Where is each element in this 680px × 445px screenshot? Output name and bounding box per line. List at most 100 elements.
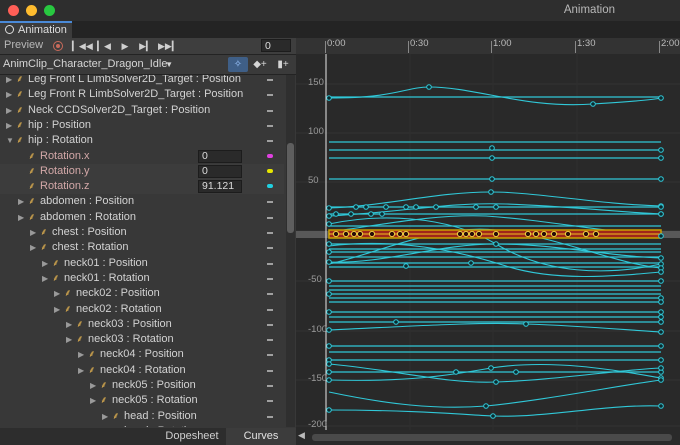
- chevron-right-icon[interactable]: ▶: [6, 75, 13, 84]
- record-icon[interactable]: [53, 41, 63, 51]
- options-icon[interactable]: [267, 323, 273, 326]
- chevron-right-icon[interactable]: ▶: [90, 396, 97, 406]
- property-row[interactable]: ▶ ⸙ abdomen : Rotation: [0, 210, 284, 225]
- property-row[interactable]: ▶ ⸙ Leg Front R LimbSolver2D_Target : Posi…: [0, 87, 284, 102]
- options-icon[interactable]: [267, 354, 273, 357]
- property-row[interactable]: ▶ ⸙ neck03 : Position: [0, 317, 284, 332]
- options-icon[interactable]: [267, 308, 273, 311]
- chevron-down-icon[interactable]: ▼: [6, 136, 14, 146]
- property-row[interactable]: ▶ ⸙ neck03 : Rotation: [0, 332, 284, 347]
- property-row[interactable]: ▶ ⸙ neck05 : Position: [0, 378, 284, 393]
- close-window-button[interactable]: [8, 5, 19, 16]
- property-row[interactable]: ▶ ⸙ Neck CCDSolver2D_Target : Position: [0, 103, 284, 118]
- chevron-right-icon[interactable]: ▶: [78, 350, 85, 360]
- tab-curves[interactable]: Curves: [226, 428, 296, 445]
- timeline-tick-mark: [325, 41, 326, 53]
- chevron-right-icon[interactable]: ▶: [66, 335, 73, 345]
- chevron-right-icon[interactable]: ▶: [30, 228, 37, 237]
- value-field[interactable]: 0: [198, 149, 242, 163]
- property-row[interactable]: ▶ ⸙ head : Rotation: [0, 424, 284, 427]
- first-key-icon[interactable]: ▎◀◀: [72, 41, 93, 51]
- curve-channel-row[interactable]: ⸙ Rotation.y 0: [0, 163, 284, 179]
- preview-button[interactable]: Preview: [4, 39, 44, 51]
- options-icon[interactable]: [267, 216, 273, 219]
- play-icon[interactable]: ▶: [121, 41, 129, 51]
- value-field[interactable]: 91.121: [198, 180, 242, 194]
- timeline-tick: 1:00: [493, 38, 512, 49]
- options-icon[interactable]: [267, 385, 273, 387]
- curve-channel-row[interactable]: ⸙ Rotation.x 0: [0, 149, 284, 164]
- property-row[interactable]: ▶ ⸙ neck02 : Rotation: [0, 302, 284, 317]
- tab-dopesheet[interactable]: Dopesheet: [153, 428, 231, 445]
- insert-event-icon[interactable]: ▮+: [277, 59, 289, 70]
- property-row[interactable]: ▶ ⸙ chest : Rotation: [0, 240, 284, 255]
- options-icon[interactable]: [267, 400, 273, 403]
- chevron-right-icon[interactable]: ▶: [30, 243, 37, 253]
- options-icon[interactable]: [267, 293, 273, 296]
- horizontal-scrollbar[interactable]: ◀: [296, 430, 680, 445]
- options-icon[interactable]: [267, 369, 273, 372]
- minimize-window-button[interactable]: [26, 5, 37, 16]
- property-row[interactable]: ▶ ⸙ Leg Front L LimbSolver2D_Target : Posi…: [0, 75, 284, 87]
- chevron-right-icon[interactable]: ▶: [6, 90, 13, 100]
- options-icon[interactable]: [267, 339, 273, 342]
- property-row[interactable]: ▶ ⸙ neck02 : Position: [0, 286, 284, 301]
- options-icon[interactable]: [267, 124, 273, 127]
- tab-animation[interactable]: Animation: [0, 21, 72, 38]
- chevron-right-icon[interactable]: ▶: [6, 120, 13, 130]
- options-icon[interactable]: [267, 140, 273, 143]
- chevron-right-icon[interactable]: ▶: [102, 424, 108, 428]
- property-row[interactable]: ▶ ⸙ neck01 : Position: [0, 256, 284, 271]
- curve-area[interactable]: 150 100 50 -50 -100 -150 -200: [296, 54, 680, 430]
- chevron-right-icon[interactable]: ▶: [54, 289, 61, 299]
- frame-field[interactable]: 0: [261, 39, 291, 52]
- chevron-right-icon[interactable]: ▶: [18, 212, 25, 222]
- property-row[interactable]: ▼ ⸙ hip : Rotation: [0, 133, 284, 148]
- property-row[interactable]: ▶ ⸙ chest : Position: [0, 225, 284, 240]
- zoom-window-button[interactable]: [44, 5, 55, 16]
- curves-canvas[interactable]: [296, 54, 680, 430]
- add-event-icon[interactable]: ◆+: [253, 59, 267, 70]
- prev-key-icon[interactable]: ▎◀: [97, 41, 111, 51]
- tree-scroll-thumb[interactable]: [287, 143, 294, 233]
- next-key-icon[interactable]: ▶▎: [139, 41, 153, 51]
- options-icon[interactable]: [267, 201, 273, 204]
- keyframe-marker: [658, 147, 664, 153]
- keyframe-marker: [326, 291, 332, 297]
- options-icon[interactable]: [267, 415, 273, 418]
- chevron-right-icon[interactable]: ▶: [90, 381, 97, 390]
- property-row[interactable]: ▶ ⸙ abdomen : Position: [0, 194, 284, 209]
- value-field[interactable]: 0: [198, 164, 242, 178]
- chevron-right-icon[interactable]: ▶: [102, 411, 109, 421]
- chevron-right-icon[interactable]: ▶: [42, 258, 49, 268]
- tree-scrollbar[interactable]: [286, 75, 295, 427]
- chevron-right-icon[interactable]: ▶: [18, 197, 25, 207]
- property-row[interactable]: ▶ ⸙ neck04 : Rotation: [0, 363, 284, 378]
- clip-selector[interactable]: AnimClip_Character_Dragon_Idle ▼: [0, 55, 176, 74]
- options-icon[interactable]: [267, 277, 273, 280]
- options-icon[interactable]: [267, 232, 273, 234]
- chevron-right-icon[interactable]: ▶: [66, 319, 73, 329]
- keyframe-marker: [658, 299, 664, 305]
- chevron-right-icon[interactable]: ▶: [42, 273, 49, 283]
- add-keyframe-icon[interactable]: ✧: [228, 57, 248, 72]
- chevron-right-icon[interactable]: ▶: [6, 105, 13, 115]
- property-row[interactable]: ▶ ⸙ hip : Position: [0, 118, 284, 133]
- property-row[interactable]: ▶ ⸙ neck05 : Rotation: [0, 393, 284, 408]
- timeline-ruler[interactable]: 0:00 0:30 1:00 1:30 2:00: [296, 38, 680, 55]
- scroll-left-icon[interactable]: ◀: [298, 430, 305, 440]
- options-icon[interactable]: [267, 79, 273, 81]
- property-row[interactable]: ▶ ⸙ neck04 : Position: [0, 347, 284, 362]
- view-tabs: Dopesheet Curves: [0, 428, 296, 445]
- curve-channel-row[interactable]: ⸙ Rotation.z 91.121: [0, 179, 284, 195]
- chevron-right-icon[interactable]: ▶: [78, 365, 85, 375]
- options-icon[interactable]: [267, 109, 273, 112]
- property-row[interactable]: ▶ ⸙ neck01 : Rotation: [0, 271, 284, 286]
- last-key-icon[interactable]: ▶▶▎: [158, 41, 179, 51]
- options-icon[interactable]: [267, 262, 273, 265]
- options-icon[interactable]: [267, 247, 273, 250]
- chevron-right-icon[interactable]: ▶: [54, 304, 61, 314]
- options-icon[interactable]: [267, 94, 273, 97]
- horizontal-scroll-thumb[interactable]: [312, 434, 672, 441]
- property-row[interactable]: ▶ ⸙ head : Position: [0, 409, 284, 424]
